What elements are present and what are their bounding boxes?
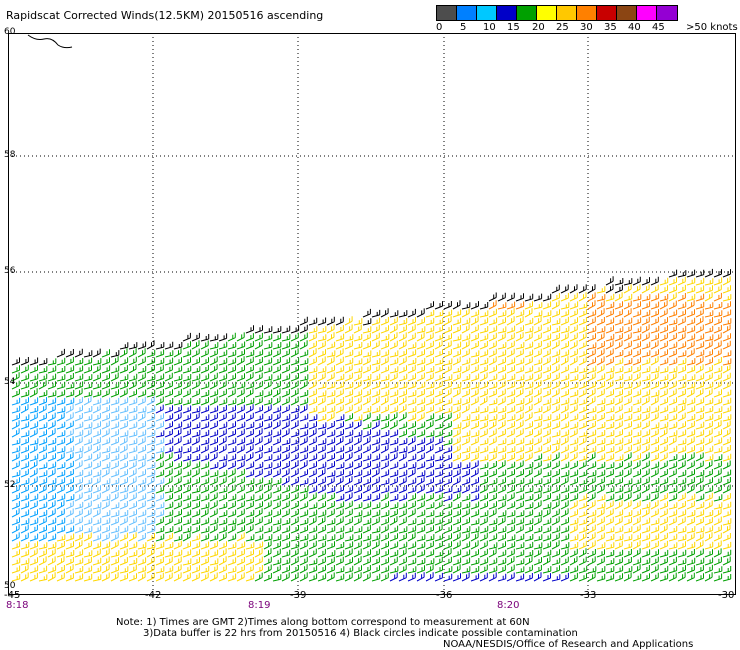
legend-label: 30 xyxy=(580,22,593,33)
lon-label: -45 xyxy=(4,590,21,601)
legend-label: 20 xyxy=(532,22,545,33)
legend-label: >50 knots xyxy=(686,22,738,33)
legend-label: 45 xyxy=(652,22,665,33)
wind-speed-legend: 0 5 10 15 20 25 30 35 40 45 >50 knots xyxy=(436,5,738,35)
credit-line: NOAA/NESDIS/Office of Research and Appli… xyxy=(443,639,694,650)
lat-label: 50 xyxy=(4,581,16,591)
lon-label: -33 xyxy=(580,590,597,601)
legend-swatch xyxy=(457,6,477,20)
legend-label: 15 xyxy=(507,22,520,33)
legend-swatch xyxy=(557,6,577,20)
wind-map xyxy=(8,33,736,595)
time-label: 8:19 xyxy=(248,600,271,611)
legend-label: 5 xyxy=(460,22,467,33)
legend-swatch xyxy=(537,6,557,20)
legend-label: 35 xyxy=(604,22,617,33)
legend-label: 0 xyxy=(436,22,443,33)
legend-swatch xyxy=(637,6,657,20)
time-label: 8:18 xyxy=(6,600,29,611)
footnote-line-2: 3)Data buffer is 22 hrs from 20150516 4)… xyxy=(143,628,578,639)
coastline-fragment xyxy=(27,34,73,49)
wind-barbs xyxy=(11,268,732,582)
lat-label: 52 xyxy=(4,480,16,490)
lon-label: -30 xyxy=(718,590,735,601)
wind-barb-plot xyxy=(8,33,736,595)
lon-label: -36 xyxy=(436,590,453,601)
legend-label: 10 xyxy=(483,22,496,33)
lat-label: 54 xyxy=(4,377,16,387)
legend-swatch xyxy=(577,6,597,20)
time-label: 8:20 xyxy=(497,600,520,611)
footnote-line-1: Note: 1) Times are GMT 2)Times along bot… xyxy=(116,617,530,628)
legend-swatch xyxy=(437,6,457,20)
legend-label: 40 xyxy=(628,22,641,33)
legend-swatch xyxy=(497,6,517,20)
legend-swatch xyxy=(657,6,677,20)
lat-label: 60 xyxy=(4,27,16,37)
map-frame xyxy=(8,33,736,595)
legend-swatch xyxy=(597,6,617,20)
legend-swatch xyxy=(477,6,497,20)
lon-label: -42 xyxy=(145,590,162,601)
map-title: Rapidscat Corrected Winds(12.5KM) 201505… xyxy=(6,9,324,22)
lat-label: 58 xyxy=(4,150,16,160)
legend-scale: 0 5 10 15 20 25 30 35 40 45 >50 knots xyxy=(436,22,738,34)
legend-color-bar xyxy=(436,5,678,21)
legend-label: 25 xyxy=(556,22,569,33)
lon-label: -39 xyxy=(290,590,307,601)
legend-swatch xyxy=(617,6,637,20)
lat-label: 56 xyxy=(4,266,16,276)
legend-swatch xyxy=(517,6,537,20)
